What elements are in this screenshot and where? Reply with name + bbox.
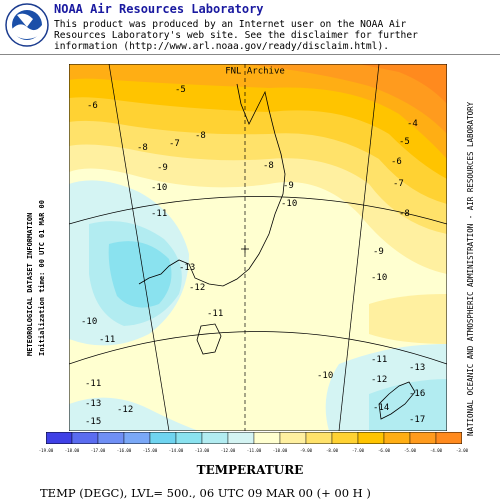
contour-label: -12 — [189, 283, 205, 293]
contour-label: -10 — [81, 317, 97, 327]
colorbar-tick-label: -19.00 — [38, 448, 54, 453]
contour-label: -6 — [87, 101, 98, 111]
header-title: NOAA Air Resources Laboratory — [54, 2, 264, 16]
contour-label: -5 — [175, 85, 186, 95]
contour-label: -12 — [117, 405, 133, 415]
dataset-info-label: METEOROLOGICAL DATASET INFORMATION — [26, 212, 34, 356]
header-line-2: Resources Laboratory's web site. See the… — [54, 30, 418, 41]
contour-label: -8 — [399, 209, 410, 219]
colorbar-tick-label: -3.00 — [455, 448, 469, 453]
colorbar-tick-label: -15.00 — [142, 448, 158, 453]
contour-label: -15 — [85, 417, 101, 427]
contour-label: -9 — [283, 181, 294, 191]
contour-label: -9 — [157, 163, 168, 173]
contour-label: -11 — [151, 209, 167, 219]
colorbar-cell — [383, 432, 411, 444]
colorbar-tick-label: -4.00 — [429, 448, 443, 453]
colorbar-tick-label: -13.00 — [194, 448, 210, 453]
colorbar-cell — [331, 432, 359, 444]
colorbar-cell — [71, 432, 99, 444]
colorbar-tick-label: -11.00 — [246, 448, 262, 453]
colorbar-tick-label: -6.00 — [377, 448, 391, 453]
colorbar-cell — [357, 432, 385, 444]
colorbar-cell — [435, 432, 462, 444]
colorbar-tick-label: -5.00 — [403, 448, 417, 453]
footer-parameters: TEMP (DEGC), LVL= 500., 06 UTC 09 MAR 00… — [40, 486, 371, 500]
contour-label: -11 — [99, 335, 115, 345]
colorbar-cell — [227, 432, 255, 444]
contour-label: -11 — [207, 309, 223, 319]
contour-label: -8 — [263, 161, 274, 171]
noaa-logo — [5, 3, 49, 47]
contour-label: -4 — [407, 119, 418, 129]
contour-label: -6 — [391, 157, 402, 167]
colorbar-cell — [305, 432, 333, 444]
colorbar-cell — [149, 432, 177, 444]
colorbar-tick-label: -7.00 — [351, 448, 365, 453]
header-line-3: information (http://www.arl.noaa.gov/rea… — [54, 41, 390, 52]
contour-label: -13 — [409, 363, 425, 373]
header-line-1: This product was produced by an Internet… — [54, 19, 407, 30]
colorbar-tick-label: -17.00 — [90, 448, 106, 453]
colorbar-tick-label: -18.00 — [64, 448, 80, 453]
colorbar-cell — [279, 432, 307, 444]
contour-label: -10 — [371, 273, 387, 283]
contour-label: -13 — [179, 263, 195, 273]
contour-label: -13 — [85, 399, 101, 409]
contour-label: -14 — [373, 403, 389, 413]
colorbar-cell — [97, 432, 125, 444]
contour-label: -9 — [373, 247, 384, 257]
contour-label: -7 — [393, 179, 404, 189]
colorbar-tick-label: -10.00 — [272, 448, 288, 453]
colorbar-cell — [123, 432, 151, 444]
colorbar-tick-label: -14.00 — [168, 448, 184, 453]
init-time-label: Initialization time: 00 UTC 01 MAR 00 — [38, 200, 46, 356]
contour-label: -16 — [409, 389, 425, 399]
colorbar-tick-label: -8.00 — [325, 448, 339, 453]
header-divider — [0, 54, 500, 55]
footer-title: TEMPERATURE — [196, 463, 304, 477]
contour-label: -8 — [195, 131, 206, 141]
contour-label: -5 — [399, 137, 410, 147]
colorbar-cell — [46, 432, 73, 444]
contour-label: -10 — [317, 371, 333, 381]
contour-label: -7 — [169, 139, 180, 149]
contour-label: -10 — [151, 183, 167, 193]
temperature-map: -6 -5 -8 -7 -8 -4 -5 -6 -7 -9 -8 -9 -10 -10 -8 -11 -9 -13… — [69, 64, 447, 431]
noaa-side-label: NATIONAL OCEANIC AND ATMOSPHERIC ADMINIS… — [466, 101, 475, 436]
contour-label: -8 — [137, 143, 148, 153]
archive-label: FNL Archive — [225, 67, 285, 77]
contour-label: -17 — [409, 415, 425, 425]
colorbar — [46, 432, 462, 444]
colorbar-tick-label: -9.00 — [299, 448, 313, 453]
contour-label: -12 — [371, 375, 387, 385]
contour-label: -10 — [281, 199, 297, 209]
contour-label: -11 — [85, 379, 101, 389]
contour-label: -11 — [371, 355, 387, 365]
colorbar-cell — [253, 432, 281, 444]
colorbar-cell — [409, 432, 437, 444]
colorbar-tick-label: -16.00 — [116, 448, 132, 453]
colorbar-cell — [175, 432, 203, 444]
colorbar-tick-label: -12.00 — [220, 448, 236, 453]
colorbar-cell — [201, 432, 229, 444]
